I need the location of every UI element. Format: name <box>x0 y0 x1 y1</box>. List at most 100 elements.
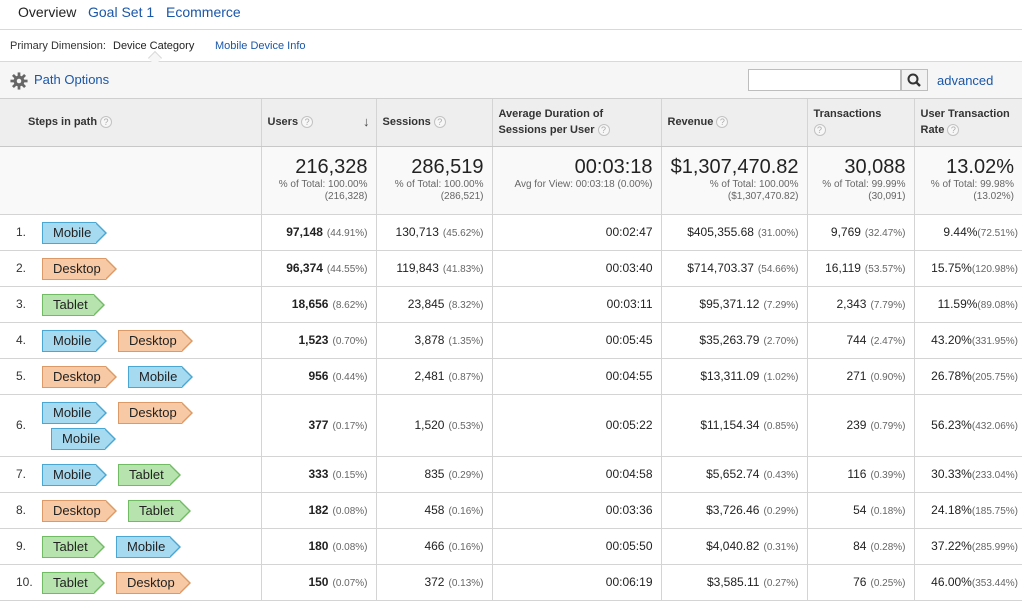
total-sessions: 286,519% of Total: 100.00% (286,521) <box>376 146 493 215</box>
help-icon[interactable]: ? <box>947 124 960 137</box>
duration-cell: 00:04:55 <box>492 358 662 395</box>
users-cell: 377 (0.17%) <box>261 394 377 457</box>
table-row: 6. Mobile Desktop Mobile 377 (0.17%) 1,520 (0.5… <box>0 394 1022 457</box>
report-tabs: Overview Goal Set 1 Ecommerce <box>0 0 1022 30</box>
tab-goal-set-1[interactable]: Goal Set 1 <box>88 4 155 20</box>
help-icon[interactable]: ? <box>716 116 729 129</box>
step-chip-desktop[interactable]: Desktop <box>42 257 117 280</box>
row-number: 10. <box>16 575 33 589</box>
step-chip-mobile[interactable]: Mobile <box>42 401 107 424</box>
dimension-device-category[interactable]: Device Category <box>113 40 195 52</box>
totals-label-cell <box>0 146 262 215</box>
step-chip-desktop[interactable]: Desktop <box>42 365 117 388</box>
table-row: 1. Mobile 97,148 (44.91%) 130,713 (45.62%) 00:… <box>0 214 1022 251</box>
toolbar: Path Options advanced <box>0 62 1022 99</box>
step-chip-tablet[interactable]: Tablet <box>42 535 105 558</box>
revenue-cell: $5,652.74 (0.43%) <box>661 456 808 493</box>
rate-cell: 26.78%(205.75%) <box>914 358 1022 395</box>
step-chip-mobile[interactable]: Mobile <box>116 535 181 558</box>
total-revenue: $1,307,470.82% of Total: 100.00% ($1,307… <box>661 146 808 215</box>
steps-cell: 5. Desktop Mobile <box>0 358 262 395</box>
table-header: Steps in path? Users? ↓ Sessions? Average… <box>0 99 1022 147</box>
steps-cell: 4. Mobile Desktop <box>0 322 262 359</box>
table-row: 10. Tablet Desktop 150 (0.07%) 372 (0.13%) 00:0… <box>0 564 1022 601</box>
gear-icon[interactable] <box>10 72 28 90</box>
path-options-link[interactable]: Path Options <box>34 72 110 87</box>
rate-cell: 11.59%(89.08%) <box>914 286 1022 323</box>
col-avg-duration[interactable]: Average Duration of Sessions per User? <box>492 99 662 147</box>
total-avg-duration: 00:03:18 Avg for View: 00:03:18 (0.00%) <box>492 146 662 215</box>
table-row: 3. Tablet 18,656 (8.62%) 23,845 (8.32%) 00:03:… <box>0 286 1022 323</box>
revenue-cell: $714,703.37 (54.66%) <box>661 250 808 287</box>
col-steps-in-path[interactable]: Steps in path? <box>0 99 262 147</box>
totals-row: 216,328% of Total: 100.00% (216,328) 286… <box>0 146 1022 215</box>
col-revenue[interactable]: Revenue? <box>661 99 808 147</box>
step-chip-tablet[interactable]: Tablet <box>42 571 105 594</box>
duration-cell: 00:06:19 <box>492 564 662 601</box>
steps-cell: 8. Desktop Tablet <box>0 492 262 529</box>
step-chip-mobile[interactable]: Mobile <box>42 221 107 244</box>
step-chip-mobile[interactable]: Mobile <box>42 329 107 352</box>
users-cell: 180 (0.08%) <box>261 528 377 565</box>
total-users: 216,328% of Total: 100.00% (216,328) <box>261 146 377 215</box>
dimension-mobile-device-info[interactable]: Mobile Device Info <box>215 40 306 52</box>
steps-cell: 3. Tablet <box>0 286 262 323</box>
search-button[interactable] <box>901 69 928 91</box>
users-cell: 97,148 (44.91%) <box>261 214 377 251</box>
duration-cell: 00:02:47 <box>492 214 662 251</box>
transactions-cell: 16,119 (53.57%) <box>807 250 915 287</box>
steps-cell: 2. Desktop <box>0 250 262 287</box>
users-cell: 956 (0.44%) <box>261 358 377 395</box>
table-row: 9. Tablet Mobile 180 (0.08%) 466 (0.16%) 00:05:… <box>0 528 1022 565</box>
step-chip-mobile[interactable]: Mobile <box>42 463 107 486</box>
row-number: 1. <box>16 225 27 239</box>
duration-cell: 00:04:58 <box>492 456 662 493</box>
step-chip-desktop[interactable]: Desktop <box>42 499 117 522</box>
col-sessions[interactable]: Sessions? <box>376 99 493 147</box>
table-row: 7. Mobile Tablet 333 (0.15%) 835 (0.29%) 00:04:… <box>0 456 1022 493</box>
sessions-cell: 1,520 (0.53%) <box>376 394 493 457</box>
help-icon[interactable]: ? <box>813 124 826 137</box>
row-number: 2. <box>16 261 27 275</box>
help-icon[interactable]: ? <box>301 116 314 129</box>
users-cell: 150 (0.07%) <box>261 564 377 601</box>
step-chip-desktop[interactable]: Desktop <box>116 571 191 594</box>
revenue-cell: $3,726.46 (0.29%) <box>661 492 808 529</box>
transactions-cell: 116 (0.39%) <box>807 456 915 493</box>
sort-down-arrow-icon[interactable]: ↓ <box>363 114 370 130</box>
step-chip-desktop[interactable]: Desktop <box>118 329 193 352</box>
sessions-cell: 835 (0.29%) <box>376 456 493 493</box>
transactions-cell: 84 (0.28%) <box>807 528 915 565</box>
steps-cell: 10. Tablet Desktop <box>0 564 262 601</box>
revenue-cell: $405,355.68 (31.00%) <box>661 214 808 251</box>
step-chip-mobile[interactable]: Mobile <box>51 427 116 450</box>
rate-cell: 30.33%(233.04%) <box>914 456 1022 493</box>
tab-overview[interactable]: Overview <box>18 4 77 20</box>
step-chip-tablet[interactable]: Tablet <box>42 293 105 316</box>
users-cell: 18,656 (8.62%) <box>261 286 377 323</box>
total-transactions: 30,088% of Total: 99.99% (30,091) <box>807 146 915 215</box>
revenue-cell: $4,040.82 (0.31%) <box>661 528 808 565</box>
help-icon[interactable]: ? <box>100 116 113 129</box>
step-chip-tablet[interactable]: Tablet <box>118 463 181 486</box>
help-icon[interactable]: ? <box>597 124 610 137</box>
duration-cell: 00:05:22 <box>492 394 662 457</box>
revenue-cell: $35,263.79 (2.70%) <box>661 322 808 359</box>
step-chip-tablet[interactable]: Tablet <box>128 499 191 522</box>
advanced-search-link[interactable]: advanced <box>937 73 994 88</box>
users-cell: 96,374 (44.55%) <box>261 250 377 287</box>
transactions-cell: 54 (0.18%) <box>807 492 915 529</box>
col-transactions[interactable]: Transactions? <box>807 99 915 147</box>
row-number: 4. <box>16 333 27 347</box>
col-users[interactable]: Users? ↓ <box>261 99 377 147</box>
users-cell: 333 (0.15%) <box>261 456 377 493</box>
col-user-transaction-rate[interactable]: User Transaction Rate? <box>914 99 1022 147</box>
help-icon[interactable]: ? <box>433 116 446 129</box>
table-row: 4. Mobile Desktop 1,523 (0.70%) 3,878 (1.35%) 0… <box>0 322 1022 359</box>
duration-cell: 00:05:50 <box>492 528 662 565</box>
search-input[interactable] <box>748 69 901 91</box>
tab-ecommerce[interactable]: Ecommerce <box>166 4 241 20</box>
duration-cell: 00:03:36 <box>492 492 662 529</box>
step-chip-mobile[interactable]: Mobile <box>128 365 193 388</box>
step-chip-desktop[interactable]: Desktop <box>118 401 193 424</box>
